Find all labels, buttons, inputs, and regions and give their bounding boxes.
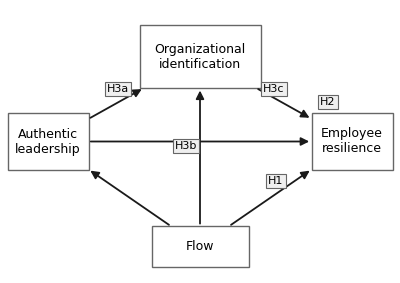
FancyBboxPatch shape — [140, 25, 260, 88]
Text: H3c: H3c — [263, 84, 285, 94]
Text: Employee
resilience: Employee resilience — [321, 128, 383, 155]
Text: H3a: H3a — [107, 84, 129, 94]
FancyBboxPatch shape — [8, 113, 88, 170]
Text: H2: H2 — [320, 97, 336, 107]
Text: H3b: H3b — [175, 141, 197, 151]
FancyBboxPatch shape — [312, 113, 392, 170]
FancyBboxPatch shape — [152, 226, 248, 267]
Text: Authentic
leadership: Authentic leadership — [15, 128, 81, 155]
Text: Flow: Flow — [186, 240, 214, 253]
Text: H1: H1 — [268, 176, 284, 186]
Text: Organizational
identification: Organizational identification — [154, 43, 246, 70]
